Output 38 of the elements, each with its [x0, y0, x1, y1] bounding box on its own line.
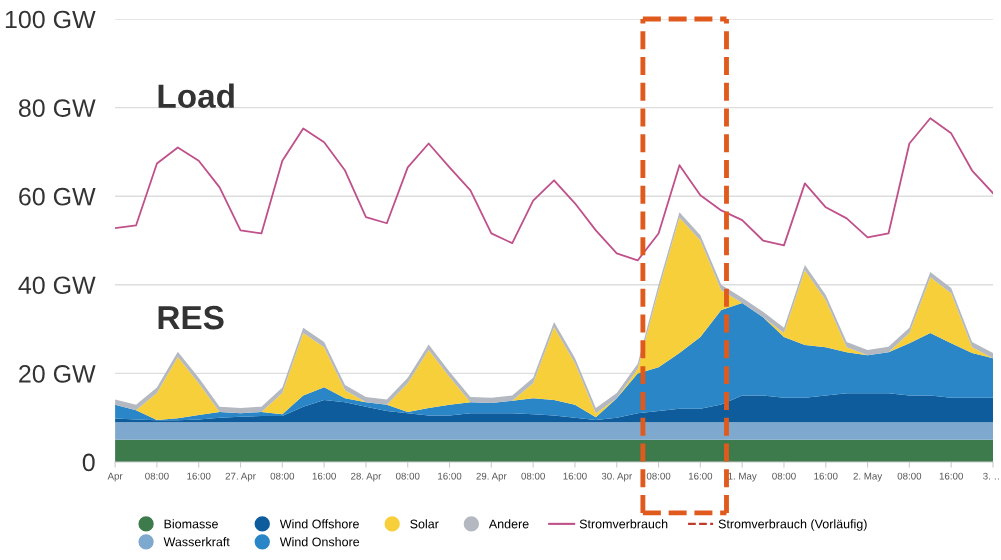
- x-tick-label: 16:00: [187, 472, 211, 480]
- x-tick-label: 27. Apr: [225, 472, 256, 482]
- x-tick-label: 16:00: [563, 472, 587, 480]
- y-tick-label: 40 GW: [18, 276, 96, 295]
- annotation: Load: [158, 83, 234, 108]
- y-tick-label: 0: [82, 453, 95, 472]
- x-tick-label: 16:00: [814, 472, 838, 480]
- y-tick-label: 100 GW: [5, 10, 96, 29]
- x-tick-label: 29. Apr: [476, 472, 507, 482]
- y-tick-label: 80 GW: [18, 99, 96, 117]
- x-tick-label: 16:00: [438, 472, 462, 480]
- annotation: RES: [158, 305, 224, 330]
- legend-label: Wind Onshore: [279, 537, 360, 547]
- x-tick-label: 3. …: [983, 472, 1001, 480]
- x-tick-label: 16:00: [688, 472, 713, 480]
- x-tick-label: 16:00: [312, 472, 336, 480]
- legend-label: Andere: [488, 519, 529, 529]
- legend-label: Wind Offshore: [279, 519, 359, 529]
- legend-label: Stromverbrauch: [579, 519, 668, 529]
- x-tick-label: 08:00: [772, 472, 796, 480]
- x-tick-label: Apr: [107, 472, 123, 482]
- x-tick-label: 16:00: [939, 472, 963, 480]
- x-tick-label: 08:00: [145, 472, 169, 480]
- legend-label: Wasserkraft: [163, 537, 230, 547]
- x-tick-label: 2. May: [853, 472, 883, 482]
- x-tick-label: 08:00: [521, 472, 545, 480]
- legend-label: Solar: [410, 519, 439, 529]
- x-tick-label: 30. Apr: [601, 472, 632, 482]
- x-tick-label: 08:00: [897, 472, 922, 480]
- y-tick-label: 20 GW: [19, 365, 96, 383]
- legend-label: Stromverbrauch (Vorläufig): [718, 519, 867, 531]
- line-series: [115, 117, 993, 262]
- y-tick-label: 60 GW: [19, 187, 96, 206]
- x-tick-label: 08:00: [395, 472, 420, 480]
- x-tick-label: 08:00: [270, 472, 295, 480]
- legend-label: Biomasse: [164, 519, 218, 529]
- x-tick-label: 08:00: [646, 472, 671, 480]
- x-tick-label: 28. Apr: [351, 472, 382, 482]
